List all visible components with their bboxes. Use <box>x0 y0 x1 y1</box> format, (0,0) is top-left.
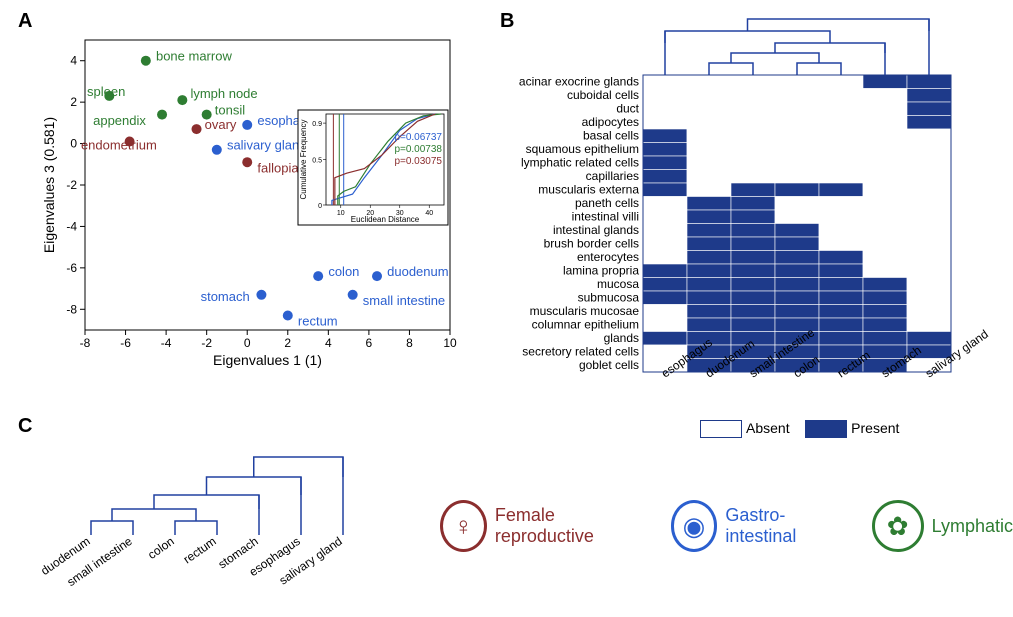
svg-text:p=0.03075: p=0.03075 <box>394 156 442 167</box>
svg-text:rectum: rectum <box>298 314 338 329</box>
svg-text:2: 2 <box>284 336 291 350</box>
legend-absent-label: Absent <box>746 420 790 436</box>
svg-text:-2: -2 <box>201 336 212 350</box>
svg-text:salivary gland: salivary gland <box>227 138 307 153</box>
svg-text:duct: duct <box>616 102 639 116</box>
svg-text:6: 6 <box>366 336 373 350</box>
svg-text:colon: colon <box>145 534 177 562</box>
svg-text:-2: -2 <box>66 178 77 192</box>
svg-text:Euclidean Distance: Euclidean Distance <box>351 215 420 224</box>
svg-text:-6: -6 <box>120 336 131 350</box>
svg-text:10: 10 <box>443 336 457 350</box>
svg-text:p=0.00738: p=0.00738 <box>394 144 442 155</box>
svg-text:ovary: ovary <box>205 117 237 132</box>
svg-text:glands: glands <box>604 331 639 345</box>
svg-text:0: 0 <box>244 336 251 350</box>
svg-text:rectum: rectum <box>181 534 219 567</box>
category-lymph: ✿Lymphatic <box>872 500 1013 552</box>
panel-a-label: A <box>18 10 32 33</box>
svg-text:Cumulative Frequency: Cumulative Frequency <box>299 119 308 199</box>
svg-text:secretory related cells: secretory related cells <box>522 345 639 359</box>
svg-text:enterocytes: enterocytes <box>577 250 639 264</box>
svg-text:colon: colon <box>328 264 359 279</box>
svg-text:0: 0 <box>318 203 322 210</box>
svg-text:cuboidal cells: cuboidal cells <box>567 88 639 102</box>
svg-text:stomach: stomach <box>201 289 250 304</box>
svg-text:basal cells: basal cells <box>583 129 639 143</box>
svg-text:muscularis mucosae: muscularis mucosae <box>530 304 640 318</box>
panel-b-heatmap: acinar exocrine glandscuboidal cellsduct… <box>505 5 1005 435</box>
svg-text:submucosa: submucosa <box>578 291 640 305</box>
svg-text:4: 4 <box>70 54 77 68</box>
svg-text:acinar exocrine glands: acinar exocrine glands <box>519 75 639 89</box>
svg-text:p=0.06737: p=0.06737 <box>394 132 442 143</box>
svg-text:adipocytes: adipocytes <box>582 115 639 129</box>
svg-text:Eigenvalues 1 (1): Eigenvalues 1 (1) <box>213 352 322 368</box>
svg-text:duodenum: duodenum <box>387 264 448 279</box>
svg-text:small intestine: small intestine <box>363 293 445 308</box>
svg-text:lymph node: lymph node <box>190 86 257 101</box>
svg-text:-6: -6 <box>66 261 77 275</box>
svg-text:paneth cells: paneth cells <box>575 196 639 210</box>
svg-text:-8: -8 <box>80 336 91 350</box>
category-gastro: ◉Gastro-intestinal <box>671 500 842 552</box>
category-legend: ♀Female reproductive ◉Gastro-intestinal ✿L… <box>440 500 1013 552</box>
svg-text:mucosa: mucosa <box>597 277 639 291</box>
svg-text:columnar epithelium: columnar epithelium <box>532 318 639 332</box>
svg-text:tonsil: tonsil <box>215 102 245 117</box>
svg-text:intestinal glands: intestinal glands <box>553 223 639 237</box>
svg-text:0.5: 0.5 <box>312 158 322 165</box>
svg-text:-4: -4 <box>66 219 77 233</box>
panel-c-dendrogram: duodenumsmall intestinecolonrectumstomac… <box>40 430 400 600</box>
svg-text:lymphatic related cells: lymphatic related cells <box>521 156 639 170</box>
svg-text:-8: -8 <box>66 302 77 316</box>
svg-text:capillaries: capillaries <box>586 169 639 183</box>
svg-text:0.9: 0.9 <box>312 121 322 128</box>
svg-text:8: 8 <box>406 336 413 350</box>
svg-text:intestinal villi: intestinal villi <box>572 210 639 224</box>
legend-present-label: Present <box>851 420 899 436</box>
svg-text:endometrium: endometrium <box>81 138 157 153</box>
svg-text:squamous epithelium: squamous epithelium <box>526 142 639 156</box>
panel-a-scatter: -8-6-4-20246810-8-6-4-2024Eigenvalues 1 … <box>40 30 460 370</box>
svg-text:bone marrow: bone marrow <box>156 49 232 64</box>
svg-text:appendix: appendix <box>93 113 146 128</box>
svg-text:muscularis externa: muscularis externa <box>538 183 639 197</box>
svg-text:2: 2 <box>70 95 77 109</box>
svg-text:goblet cells: goblet cells <box>579 358 639 372</box>
panel-c-label: C <box>18 415 32 438</box>
svg-text:Eigenvalues 3 (0.581): Eigenvalues 3 (0.581) <box>41 117 57 253</box>
category-female: ♀Female reproductive <box>440 500 641 552</box>
svg-text:40: 40 <box>425 210 433 217</box>
svg-text:10: 10 <box>337 210 345 217</box>
heatmap-key-legend: Absent Present <box>700 420 899 438</box>
svg-text:lamina propria: lamina propria <box>563 264 639 278</box>
svg-text:brush border cells: brush border cells <box>544 237 639 251</box>
svg-text:0: 0 <box>70 137 77 151</box>
svg-text:4: 4 <box>325 336 332 350</box>
svg-text:-4: -4 <box>161 336 172 350</box>
svg-text:spleen: spleen <box>87 84 125 99</box>
